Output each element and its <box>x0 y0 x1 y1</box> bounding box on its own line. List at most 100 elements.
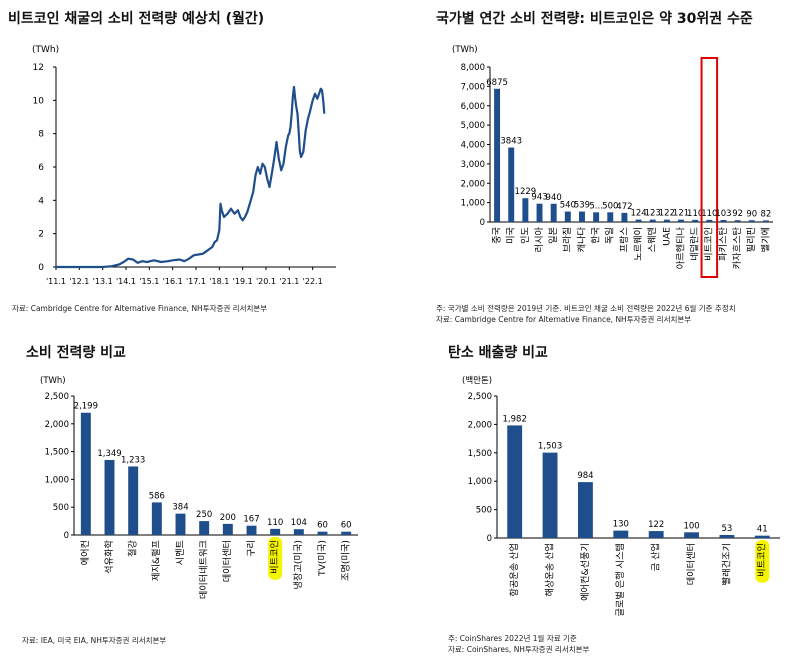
category-label: 브라질 <box>561 227 573 252</box>
bar <box>128 466 139 535</box>
bar <box>341 531 352 535</box>
y-tick-label: 4,000 <box>461 141 485 151</box>
x-tick-label: '15.1 <box>139 277 159 286</box>
bar <box>720 220 727 222</box>
bar <box>578 482 593 538</box>
y-tick-label: 1,500 <box>45 448 69 458</box>
category-label: 제지&펄프 <box>150 540 162 581</box>
bar <box>222 523 233 535</box>
y-tick-label: 1,000 <box>468 477 492 487</box>
category-label: 스웨덴 <box>646 227 658 252</box>
chart-3-title: 소비 전력량 비교 <box>26 345 126 361</box>
bar <box>293 529 304 535</box>
y-tick-label: 1,000 <box>45 475 69 485</box>
data-label: 130 <box>613 520 629 530</box>
bar <box>607 212 614 222</box>
y-tick-label: 2,000 <box>468 420 492 430</box>
data-label: 1229 <box>515 187 537 197</box>
data-label: 90 <box>746 209 757 219</box>
data-label: 940 <box>546 193 562 203</box>
data-label: 539 <box>574 201 590 211</box>
bar <box>706 219 713 222</box>
chart-2-note: 주: 국가별 소비 전력량은 2019년 기준. 비트코인 채굴 소비 전력량은… <box>436 304 736 313</box>
data-label: 122 <box>659 209 675 219</box>
bar <box>542 452 558 538</box>
y-tick-label: 6 <box>38 163 44 173</box>
y-tick-label: 2 <box>38 230 44 240</box>
bar <box>494 88 501 222</box>
data-label: 92 <box>732 209 743 219</box>
bar <box>593 212 600 222</box>
category-label: 벨기에 <box>760 227 771 252</box>
data-label: 123 <box>645 209 661 219</box>
bar <box>536 203 543 222</box>
x-tick-label: '19.1 <box>233 277 253 286</box>
bar <box>317 531 328 535</box>
bar <box>748 220 755 222</box>
data-label: 110 <box>267 518 283 528</box>
data-label: 110 <box>687 209 703 219</box>
category-label: 항공운송 산업 <box>508 543 520 597</box>
y-tick-label: 0 <box>64 531 69 541</box>
category-label: 미국 <box>506 227 517 244</box>
line-chart-bitcoin-power: (TWh) 0 2 4 6 8 10 12 '11.1'12.1 '13.1'14.1'15.1 '… <box>32 45 336 286</box>
bar <box>175 513 186 535</box>
y-tick-label: 0 <box>480 218 485 228</box>
bar <box>507 425 523 538</box>
bar <box>719 534 735 538</box>
bar <box>550 203 557 222</box>
category-label: 글로벌 은행 시스템 <box>614 543 626 616</box>
category-label: 파키스탄 <box>718 226 729 260</box>
x-tick-label: '12.1 <box>69 277 89 286</box>
bar <box>734 220 741 222</box>
bar <box>635 219 642 222</box>
data-label: 110 <box>701 209 717 219</box>
y-tick-label: 3,000 <box>461 160 485 170</box>
bar <box>579 211 585 222</box>
bar <box>104 459 115 535</box>
data-label: 124 <box>630 209 646 219</box>
highlight-marker <box>755 540 770 583</box>
category-label: 빨래건조기 <box>721 543 732 585</box>
category-label: 데이터센터 <box>686 543 697 585</box>
chart-3-source: 자료: IEA, 미국 EIA, NH투자증권 리서치본부 <box>22 636 167 645</box>
data-label: 100 <box>683 521 699 531</box>
y-tick-label: 2,500 <box>468 392 492 402</box>
y-tick-label: 1,500 <box>468 449 492 459</box>
data-label: 41 <box>757 525 768 535</box>
bar <box>522 198 529 222</box>
bar <box>678 219 684 222</box>
y-tick-label: 0 <box>38 263 44 273</box>
data-label: 6875 <box>486 78 508 88</box>
data-label: 586 <box>149 491 165 501</box>
data-label: 984 <box>577 471 593 481</box>
chart-2-title: 국가별 연간 소비 전력량: 비트코인은 약 30위권 수준 <box>436 11 753 27</box>
chart-4-source: 자료: CoinShares, NH투자증권 리서치본부 <box>448 645 590 654</box>
highlight-marker <box>268 537 283 580</box>
category-label: 캐나다 <box>576 226 587 252</box>
category-label: 노르웨이 <box>632 227 644 261</box>
category-label: 카자흐스탄 <box>732 226 743 269</box>
category-label: 에어컨 <box>80 540 91 565</box>
data-label: 472 <box>616 202 632 212</box>
category-label: 러시아 <box>534 226 545 252</box>
bar-chart-country-power: (TWh) 0 1,000 2,000 3,000 4,000 5,000 6,000 7,00… <box>452 45 773 278</box>
x-tick-label: '22.1 <box>303 277 323 286</box>
y-tick-label: 2,000 <box>45 420 69 430</box>
data-label: 60 <box>341 521 352 531</box>
y-tick-label: 6,000 <box>461 102 485 112</box>
category-label: 아르헨티나 <box>674 226 686 269</box>
bar <box>270 528 281 535</box>
series-line <box>56 85 326 269</box>
bar <box>246 525 257 535</box>
bar <box>508 147 515 222</box>
y-unit-label: (백만톤) <box>462 375 492 386</box>
category-label: 비트코인 <box>757 543 768 577</box>
data-label: 384 <box>172 503 188 513</box>
chart-1-source: 자료: Cambridge Centre for Alternative Fin… <box>12 304 268 313</box>
y-tick-label: 0 <box>487 534 492 544</box>
y-unit-label: (TWh) <box>32 45 59 55</box>
data-label: 167 <box>243 515 259 525</box>
bar <box>564 211 571 222</box>
bar <box>621 212 628 222</box>
